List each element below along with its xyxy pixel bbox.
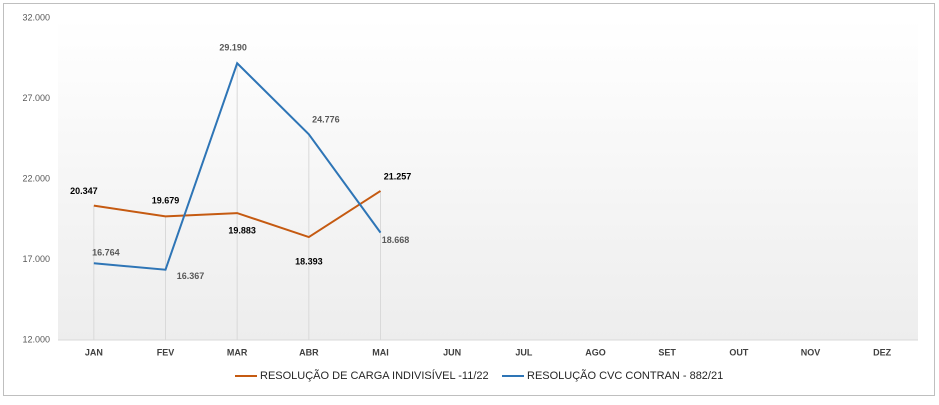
x-tick-label: DEZ [873, 347, 892, 357]
x-tick-label: OUT [729, 347, 749, 357]
plot-area [58, 18, 918, 340]
x-tick-label: NOV [801, 347, 821, 357]
y-tick-label: 12.000 [22, 334, 50, 344]
x-tick-label: AGO [585, 347, 606, 357]
x-tick-label: MAR [227, 347, 248, 357]
x-tick-label: FEV [157, 347, 175, 357]
x-tick-label: JUN [443, 347, 461, 357]
data-label: 16.367 [177, 271, 205, 281]
x-tick-label: ABR [299, 347, 319, 357]
data-label: 29.190 [219, 43, 247, 53]
y-tick-label: 17.000 [22, 254, 50, 264]
x-tick-label: JUL [515, 347, 533, 357]
data-label: 19.679 [152, 196, 180, 206]
data-label: 20.347 [70, 186, 98, 196]
x-tick-label: MAI [372, 347, 389, 357]
data-label: 18.393 [295, 256, 323, 266]
data-label: 16.764 [92, 248, 120, 258]
series-line [93, 61, 382, 271]
x-tick-label: SET [658, 347, 676, 357]
y-tick-label: 32.000 [22, 12, 50, 22]
y-tick-label: 22.000 [22, 173, 50, 183]
series-line [93, 190, 382, 239]
x-tick-label: JAN [85, 347, 103, 357]
legend-label: RESOLUÇÃO CVC CONTRAN - 882/21 [527, 369, 723, 382]
y-tick-label: 27.000 [22, 93, 50, 103]
data-label: 19.883 [228, 225, 256, 235]
data-label: 21.257 [384, 171, 412, 181]
data-label: 24.776 [312, 115, 340, 125]
data-label: 18.668 [382, 235, 410, 245]
legend-label: RESOLUÇÃO DE CARGA INDIVISÍVEL -11/22 [260, 369, 489, 382]
